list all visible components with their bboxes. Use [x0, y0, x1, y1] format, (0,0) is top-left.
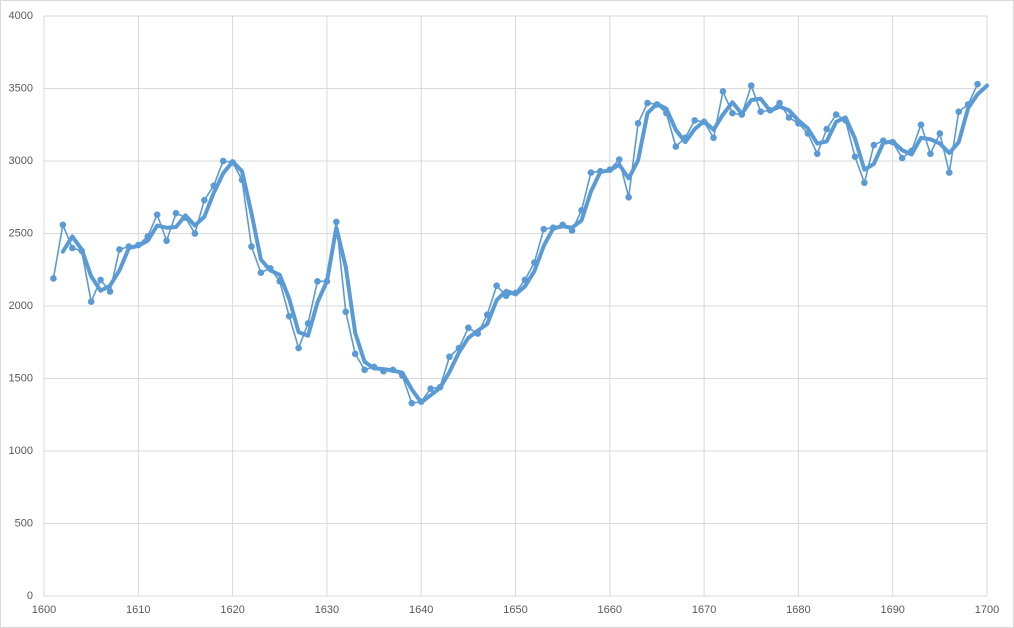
data-point	[625, 193, 632, 201]
data-point	[50, 275, 57, 282]
y-tick-label: 3000	[9, 155, 33, 167]
data-point	[172, 209, 180, 217]
data-point	[729, 109, 736, 117]
y-tick-label: 2500	[9, 227, 33, 239]
data-point	[408, 399, 416, 407]
data-point	[314, 278, 321, 285]
data-point	[955, 108, 963, 115]
data-point	[634, 120, 642, 127]
data-point	[446, 353, 453, 361]
data-point	[917, 121, 925, 129]
data-point	[257, 269, 265, 276]
data-point	[342, 308, 350, 316]
x-tick-label: 1610	[126, 604, 150, 616]
data-point	[219, 157, 227, 165]
x-tick-label: 1620	[220, 604, 244, 616]
data-point	[813, 150, 821, 158]
x-tick-label: 1660	[598, 604, 622, 616]
data-point	[97, 276, 104, 284]
data-point	[87, 298, 95, 305]
data-point	[351, 350, 359, 358]
data-point	[747, 82, 755, 89]
data-point	[861, 179, 868, 187]
y-tick-label: 1000	[9, 445, 33, 457]
data-point	[898, 154, 906, 162]
data-point	[540, 225, 548, 233]
data-point	[248, 243, 255, 250]
y-tick-label: 500	[15, 517, 33, 529]
data-point	[832, 111, 840, 118]
data-point	[672, 143, 680, 150]
data-point	[936, 130, 944, 137]
data-point	[68, 244, 76, 252]
x-tick-label: 1640	[409, 604, 433, 616]
data-point	[333, 218, 340, 226]
data-point	[927, 150, 934, 158]
data-point	[710, 134, 717, 142]
data-point	[116, 246, 123, 253]
x-tick-label: 1630	[315, 604, 339, 616]
series-line	[60, 83, 989, 405]
data-point	[870, 141, 878, 149]
data-point	[719, 88, 727, 95]
data-point	[757, 108, 764, 115]
x-tick-label: 1600	[32, 604, 56, 616]
data-point	[285, 312, 293, 320]
data-point	[163, 237, 170, 245]
data-point	[851, 153, 859, 160]
data-point	[776, 99, 783, 107]
y-tick-label: 2000	[9, 300, 33, 312]
data-point	[785, 114, 793, 121]
data-point	[945, 169, 953, 176]
data-point	[361, 366, 368, 374]
x-tick-label: 1670	[692, 604, 716, 616]
data-point	[427, 385, 434, 392]
data-point	[465, 324, 472, 332]
x-tick-label: 1700	[975, 604, 999, 616]
x-tick-label: 1650	[503, 604, 527, 616]
y-tick-label: 1500	[9, 372, 33, 384]
data-point	[153, 211, 161, 218]
x-tick-label: 1680	[786, 604, 810, 616]
y-tick-label: 4000	[9, 10, 33, 22]
y-tick-label: 0	[27, 590, 33, 602]
data-point	[691, 117, 698, 124]
x-tick-label: 1690	[880, 604, 904, 616]
data-point	[59, 221, 67, 229]
data-point	[644, 99, 651, 107]
data-point	[191, 230, 199, 237]
data-point	[974, 80, 981, 88]
data-point	[587, 169, 595, 176]
data-point	[823, 125, 830, 133]
data-point	[615, 156, 623, 163]
data-point	[295, 344, 302, 352]
data-point	[106, 288, 114, 295]
data-point	[493, 282, 500, 290]
data-point	[201, 196, 208, 204]
y-tick-label: 3500	[9, 82, 33, 94]
